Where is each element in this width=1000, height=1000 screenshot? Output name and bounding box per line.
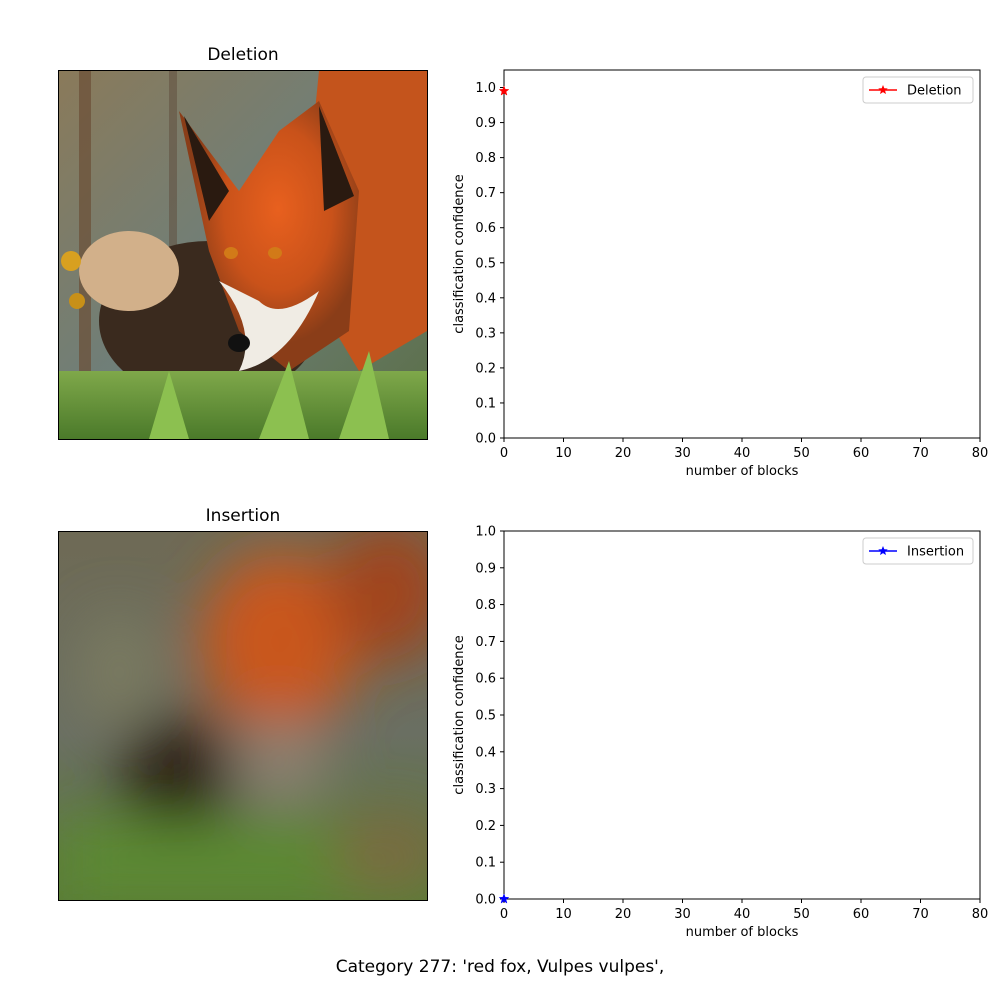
x-tick-label: 70	[912, 446, 929, 461]
y-tick-label: 0.4	[475, 291, 496, 306]
legend-box	[862, 76, 974, 104]
x-tick-label: 70	[912, 907, 929, 922]
y-axis-label: classification confidence	[452, 635, 467, 794]
legend: Deletion	[862, 76, 974, 104]
data-point	[498, 893, 510, 904]
y-tick-label: 0.4	[475, 745, 496, 760]
y-tick-label: 0.2	[475, 819, 496, 834]
y-tick-label: 0.6	[475, 672, 496, 687]
y-tick-label: 1.0	[475, 525, 496, 540]
deletion-panel-title: Deletion	[207, 45, 279, 65]
x-tick-label: 20	[615, 907, 632, 922]
insertion-chart-svg: 0 10 20 30 40 50 60 70 80 0.0 0.1 0.2 0.3 0.4 0.5 0.6 0.…	[452, 525, 989, 941]
legend-label: Deletion	[907, 84, 962, 99]
insertion-panel-title: Insertion	[205, 506, 281, 526]
x-tick-label: 50	[793, 907, 810, 922]
deletion-chart-svg: 0 10 20 30 40 50 60 70 80 0.0 0.1 0.2 0.3 0.4 0.5 0.6 0.…	[452, 69, 989, 479]
x-tick-label: 10	[555, 907, 572, 922]
y-tick-label: 0.9	[475, 561, 496, 576]
x-tick-label: 50	[793, 446, 810, 461]
deletion-chart: 0 10 20 30 40 50 60 70 80 0.0 0.1 0.2 0.3 0.4 0.5 0.6 0.…	[440, 50, 1000, 490]
figure-caption: Category 277: 'red fox, Vulpes vulpes',	[335, 957, 665, 977]
insertion-blurred-image	[58, 531, 428, 901]
x-tick-label: 30	[674, 907, 691, 922]
legend-marker	[878, 84, 888, 95]
legend-box	[862, 537, 974, 565]
y-tick-label: 0.7	[475, 635, 496, 650]
y-tick-label: 1.0	[475, 81, 496, 96]
legend-marker	[878, 545, 888, 556]
y-tick-label: 0.8	[475, 151, 496, 166]
y-tick-label: 0.2	[475, 361, 496, 376]
y-tick-label: 0.7	[475, 186, 496, 201]
plot-area	[503, 530, 981, 900]
legend-label: Insertion	[907, 545, 964, 560]
x-tick-label: 60	[853, 446, 870, 461]
x-tick-label: 80	[972, 907, 989, 922]
y-tick-label: 0.3	[475, 782, 496, 797]
data-point	[498, 85, 510, 96]
y-tick-label: 0.9	[475, 116, 496, 131]
x-tick-label: 10	[555, 446, 572, 461]
y-tick-label: 0.5	[475, 709, 496, 724]
y-tick-label: 0.1	[475, 396, 496, 411]
x-axis-label: number of blocks	[686, 925, 799, 940]
y-tick-label: 0.5	[475, 256, 496, 271]
x-tick-label: 60	[853, 907, 870, 922]
y-axis-label: classification confidence	[452, 174, 467, 333]
y-tick-label: 0.8	[475, 598, 496, 613]
legend: Insertion	[862, 537, 974, 565]
x-tick-label: 20	[615, 446, 632, 461]
y-tick-label: 0.1	[475, 856, 496, 871]
x-tick-label: 80	[972, 446, 989, 461]
deletion-fox-image	[58, 70, 428, 440]
y-tick-label: 0.6	[475, 221, 496, 236]
y-tick-label: 0.3	[475, 326, 496, 341]
x-axis-label: number of blocks	[686, 464, 799, 479]
x-tick-label: 40	[734, 446, 751, 461]
y-tick-label: 0.0	[475, 432, 496, 447]
x-tick-label: 40	[734, 907, 751, 922]
insertion-chart: 0 10 20 30 40 50 60 70 80 0.0 0.1 0.2 0.3 0.4 0.5 0.6 0.…	[440, 511, 1000, 951]
y-tick-label: 0.0	[475, 893, 496, 908]
x-tick-label: 0	[500, 907, 508, 922]
plot-area	[503, 69, 981, 439]
x-tick-label: 30	[674, 446, 691, 461]
x-tick-label: 0	[500, 446, 508, 461]
